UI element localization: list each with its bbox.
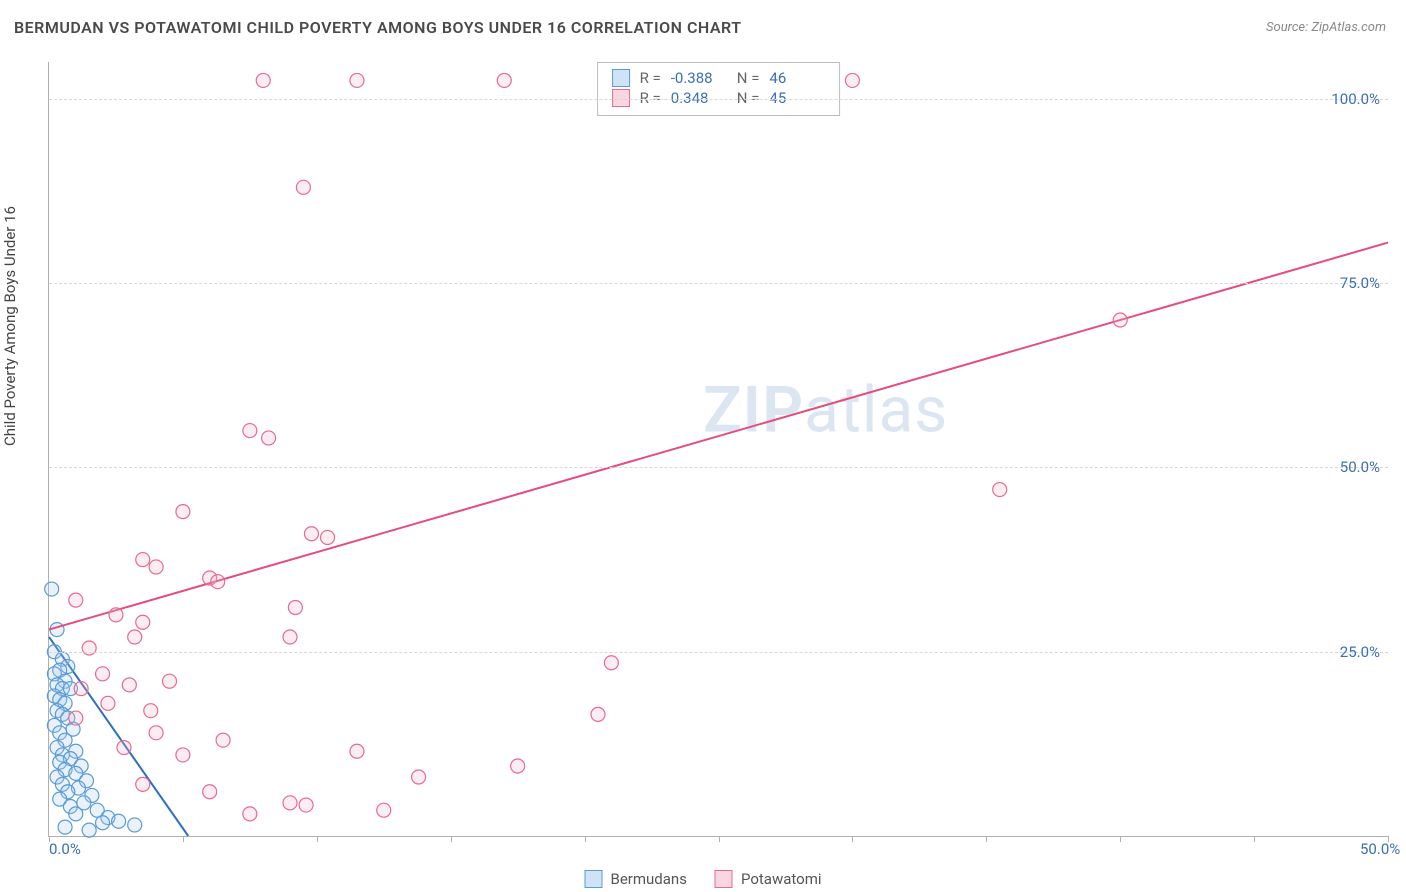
x-tick: [585, 836, 586, 842]
data-point: [511, 759, 525, 773]
legend-item-bermudans: Bermudans: [585, 870, 687, 888]
data-point: [283, 630, 297, 644]
x-tick: [1120, 836, 1121, 842]
stats-swatch-bermudans: [612, 69, 630, 87]
stats-box: R = -0.388 N = 46 R = 0.348 N = 45: [597, 62, 841, 116]
legend-label-potawatomi: Potawatomi: [741, 870, 822, 888]
x-tick: [986, 836, 987, 842]
gridline-h: [49, 652, 1388, 653]
data-point: [176, 748, 190, 762]
data-point: [262, 431, 276, 445]
x-tick-label: 0.0%: [49, 840, 81, 858]
data-point: [299, 798, 313, 812]
data-point: [45, 582, 59, 596]
data-point: [243, 424, 257, 438]
source-value: ZipAtlas.com: [1311, 20, 1386, 35]
stats-n-label: N =: [737, 69, 760, 87]
source-label: Source:: [1266, 20, 1308, 35]
data-point: [69, 807, 83, 821]
data-point: [74, 682, 88, 696]
data-point: [112, 814, 126, 828]
data-point: [136, 553, 150, 567]
data-point: [203, 785, 217, 799]
data-point: [283, 796, 297, 810]
x-tick: [183, 836, 184, 842]
data-point: [211, 575, 225, 589]
data-point: [845, 73, 859, 87]
y-tick-label: 75.0%: [1340, 274, 1380, 292]
x-tick-label: 50.0%: [1360, 840, 1400, 858]
data-point: [136, 777, 150, 791]
data-point: [122, 678, 136, 692]
data-point: [96, 667, 110, 681]
data-point: [377, 803, 391, 817]
data-point: [256, 73, 270, 87]
data-point: [149, 560, 163, 574]
data-point: [82, 641, 96, 655]
source-attribution: Source: ZipAtlas.com: [1266, 20, 1386, 35]
data-point: [350, 73, 364, 87]
stats-r-val-0: -0.388: [671, 69, 727, 87]
stats-r-label: R =: [640, 69, 661, 87]
data-point: [1113, 313, 1127, 327]
data-point: [288, 600, 302, 614]
data-point: [993, 483, 1007, 497]
data-point: [412, 770, 426, 784]
data-point: [321, 530, 335, 544]
x-tick: [852, 836, 853, 842]
x-tick: [719, 836, 720, 842]
data-point: [128, 818, 142, 832]
legend-swatch-potawatomi: [715, 870, 733, 888]
data-point: [136, 615, 150, 629]
y-tick-label: 25.0%: [1340, 643, 1380, 661]
data-point: [216, 733, 230, 747]
stats-row-bermudans: R = -0.388 N = 46: [612, 69, 826, 87]
data-point: [101, 696, 115, 710]
data-point: [69, 711, 83, 725]
data-point: [163, 674, 177, 688]
data-point: [144, 704, 158, 718]
gridline-h: [49, 467, 1388, 468]
legend: Bermudans Potawatomi: [585, 870, 822, 888]
data-point: [96, 816, 110, 830]
legend-swatch-bermudans: [585, 870, 603, 888]
data-point: [304, 527, 318, 541]
data-point: [109, 608, 123, 622]
x-tick: [317, 836, 318, 842]
data-point: [350, 744, 364, 758]
data-point: [176, 505, 190, 519]
x-tick: [1254, 836, 1255, 842]
x-tick: [451, 836, 452, 842]
y-axis-title: Child Poverty Among Boys Under 16: [1, 206, 19, 446]
legend-label-bermudans: Bermudans: [611, 870, 687, 888]
y-tick-label: 100.0%: [1331, 90, 1380, 108]
data-point: [243, 807, 257, 821]
gridline-h: [49, 99, 1388, 100]
data-point: [591, 707, 605, 721]
data-point: [82, 823, 96, 837]
gridline-h: [49, 283, 1388, 284]
data-point: [149, 726, 163, 740]
data-point: [497, 73, 511, 87]
legend-item-potawatomi: Potawatomi: [715, 870, 822, 888]
y-tick-label: 50.0%: [1340, 458, 1380, 476]
data-point: [117, 741, 131, 755]
data-point: [296, 180, 310, 194]
chart-title: BERMUDAN VS POTAWATOMI CHILD POVERTY AMO…: [14, 18, 742, 37]
data-point: [604, 656, 618, 670]
correlation-chart: BERMUDAN VS POTAWATOMI CHILD POVERTY AMO…: [0, 0, 1406, 892]
data-point: [58, 820, 72, 834]
data-point: [69, 593, 83, 607]
plot-area: ZIPatlas R = -0.388 N = 46 R = 0.348 N =…: [48, 62, 1388, 837]
scatter-svg: [49, 62, 1388, 836]
stats-n-val-0: 46: [769, 69, 825, 87]
data-point: [128, 630, 142, 644]
